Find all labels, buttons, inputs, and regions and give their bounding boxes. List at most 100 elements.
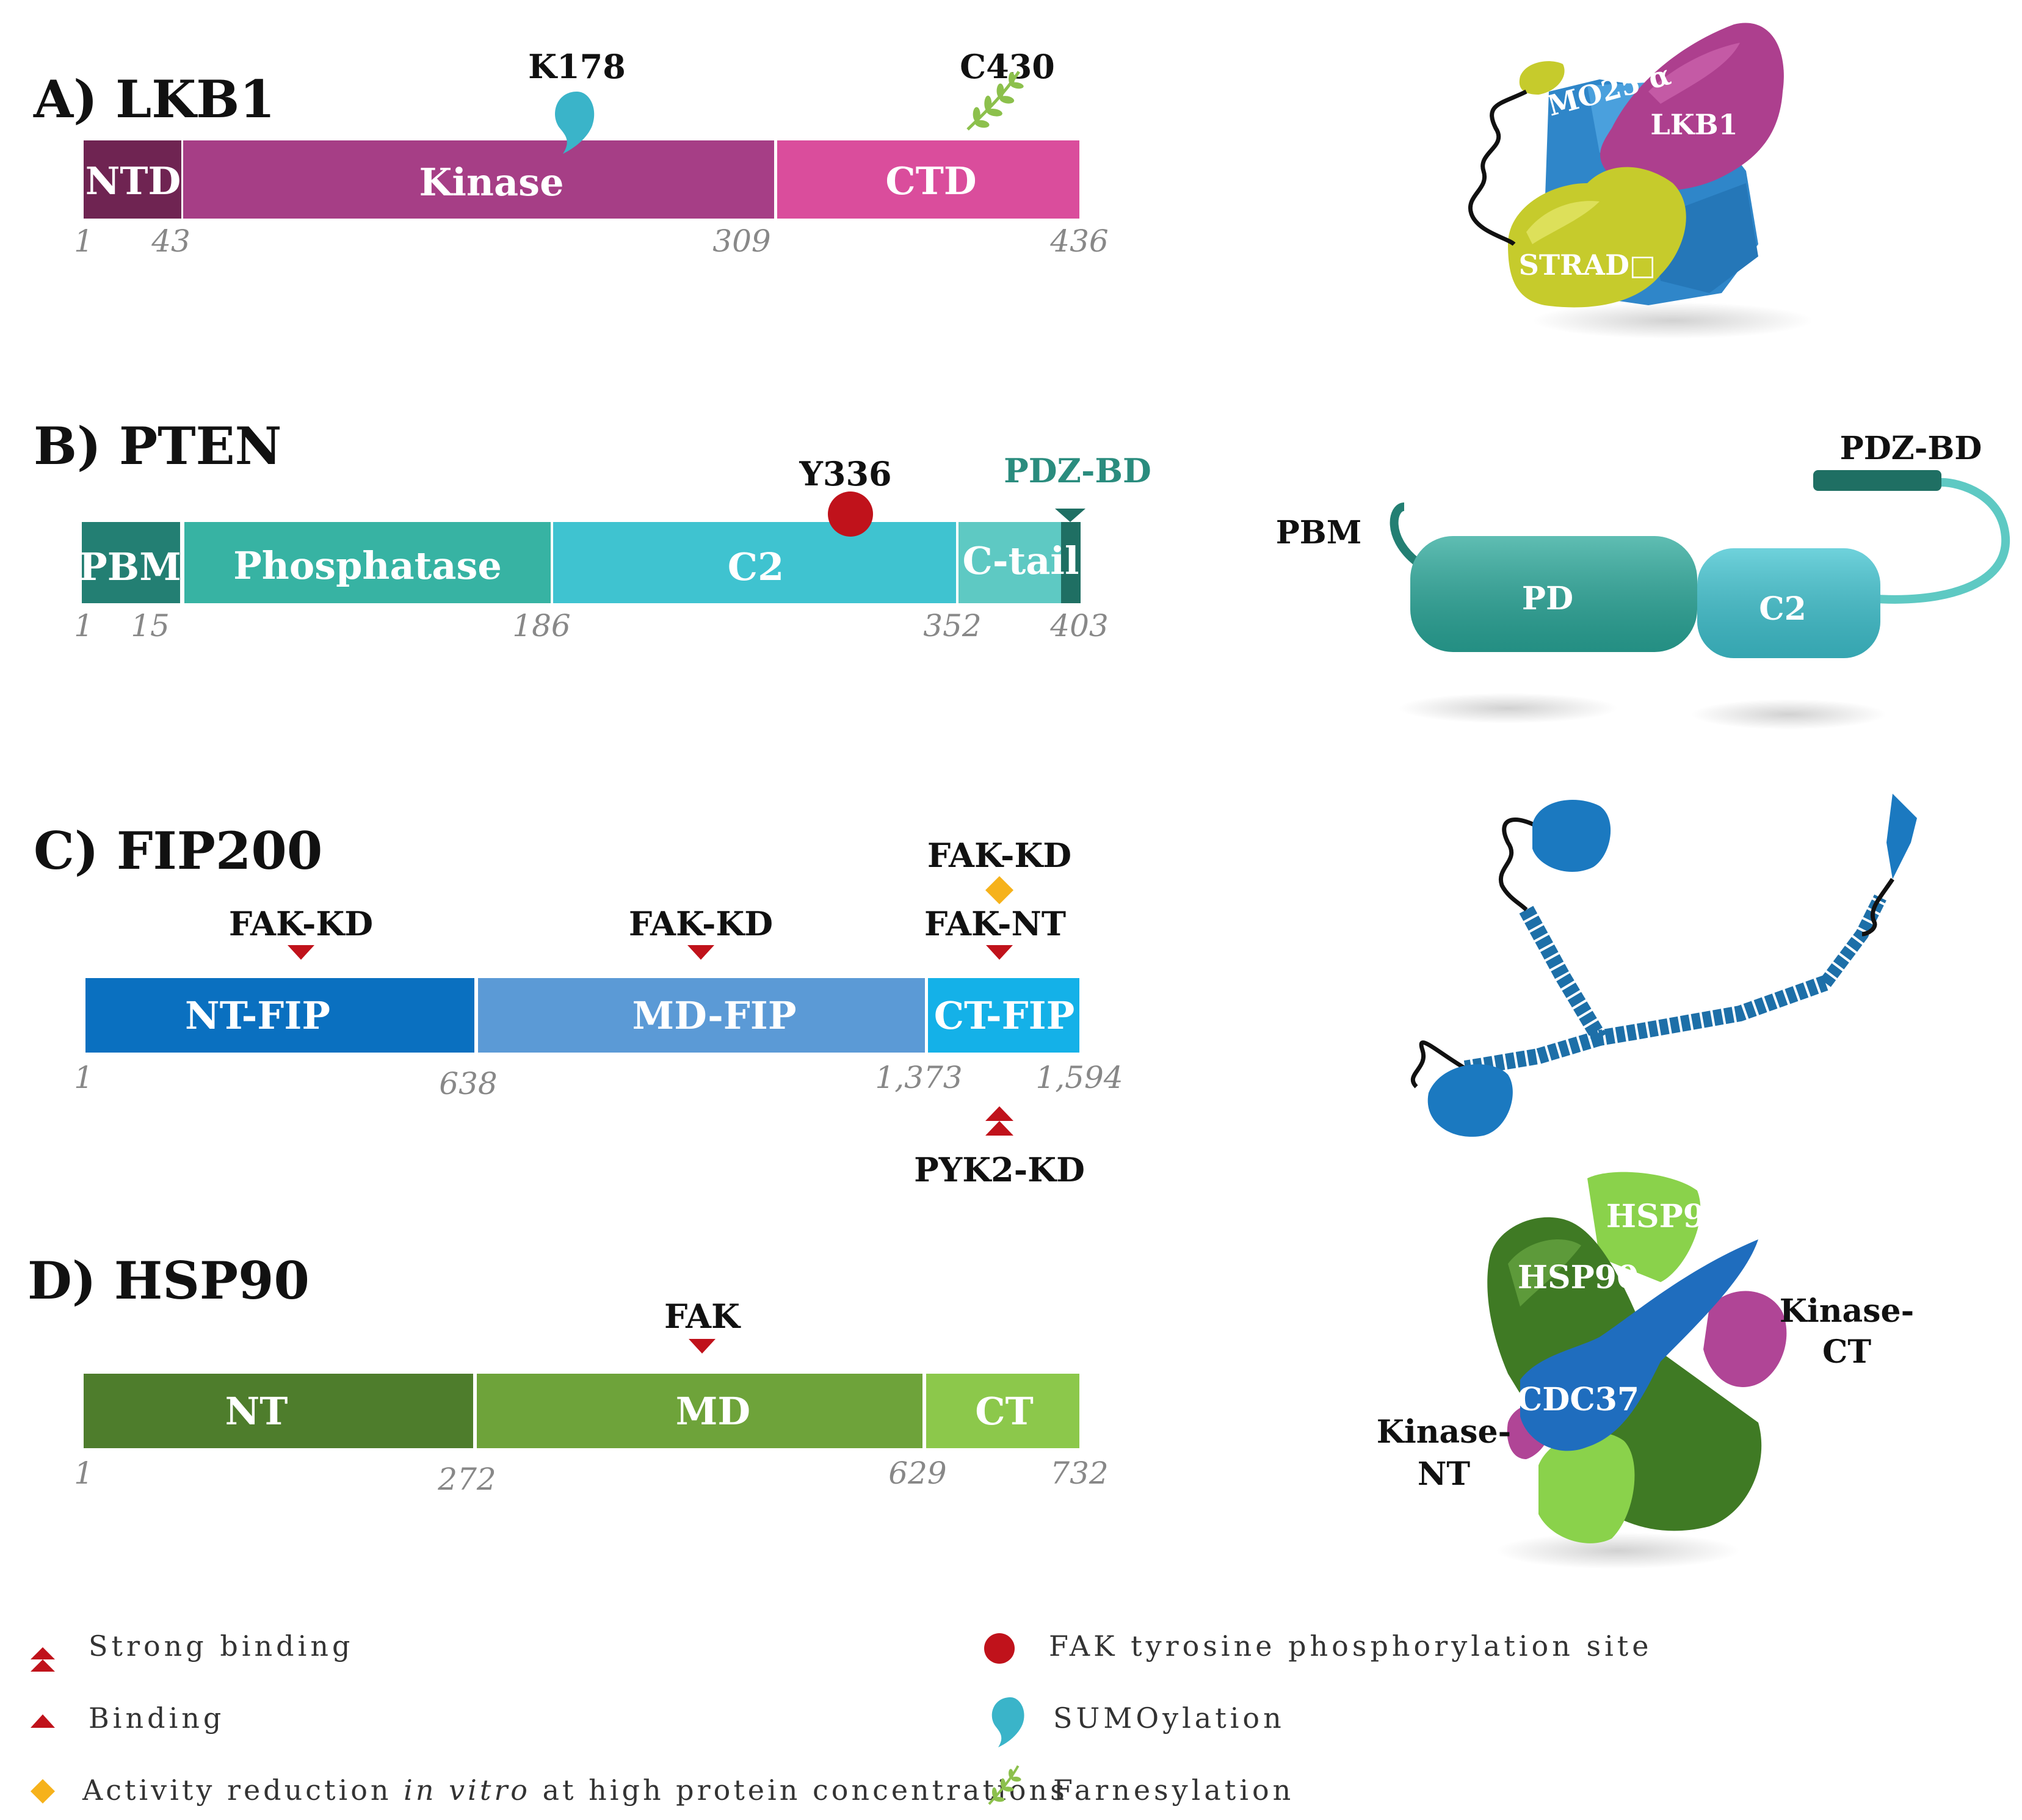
farnesyl-fern-icon <box>966 70 1024 131</box>
hsp90-tick-1: 1 <box>74 1456 93 1491</box>
pten-c2-structure-label: C2 <box>1759 590 1806 628</box>
lkb1-tick-43: 43 <box>151 223 190 259</box>
fip200-linker-1 <box>1498 818 1546 912</box>
pten-tick-1: 1 <box>74 608 93 644</box>
panel-hsp90-title: D) HSP90 <box>27 1250 310 1311</box>
fip200-linker-3 <box>1410 1040 1466 1089</box>
hsp90-nt-domain <box>84 1374 473 1448</box>
lkb1-c430-label: C430 <box>960 47 1055 86</box>
pten-structure: PBM PDZ-BD PD C2 <box>1276 430 2010 730</box>
panel-lkb1-title: A) LKB1 <box>33 69 275 129</box>
legend-strong-binding-icon <box>31 1647 55 1672</box>
legend-sumoylation-icon <box>991 1697 1024 1747</box>
legend-farnesylation-icon <box>988 1765 1021 1805</box>
panel-pten: B) PTEN PBM Phosphatase C2 C-tail 1 15 1… <box>34 416 2010 730</box>
hsp90-structure-label-1: HSP90 <box>1606 1198 1727 1235</box>
fip200-head-2 <box>1886 794 1917 879</box>
fip200-tick-1373: 1,373 <box>875 1060 962 1095</box>
panel-lkb1: A) LKB1 NTD Kinase CTD 1 43 309 436 K178… <box>33 23 1813 339</box>
pdzbd-pointer-icon <box>1055 509 1085 522</box>
fip200-head-1 <box>1532 800 1611 872</box>
fip200-nt-fakkd-label: FAK-KD <box>229 904 373 943</box>
fip200-head-3 <box>1427 1064 1513 1137</box>
kinase-ct-label-1: Kinase- <box>1780 1292 1914 1330</box>
panel-hsp90: D) HSP90 NT MD CT 1 272 629 732 FAK HSP9… <box>27 1172 1914 1569</box>
fip200-linker-2 <box>1861 878 1894 937</box>
hsp90-light-top <box>1587 1172 1701 1282</box>
fip200-nt-label: NT-FIP <box>185 993 330 1038</box>
legend-binding-icon <box>31 1714 55 1728</box>
hsp90-tick-629: 629 <box>888 1456 946 1491</box>
fip200-md-fakkd-label: FAK-KD <box>629 904 773 943</box>
binding-marker-icon <box>687 945 714 960</box>
legend-strong-binding-label: Strong binding <box>89 1630 353 1662</box>
panel-fip200-title: C) FIP200 <box>34 821 322 881</box>
hsp90-structure-label-2: HSP90 <box>1518 1259 1639 1296</box>
pten-pdz-bar <box>1813 470 1941 491</box>
strong-binding-marker-icon <box>985 1106 1013 1136</box>
pten-ctail-domain <box>958 522 1061 603</box>
hsp90-ct-domain <box>926 1374 1079 1448</box>
lkb1-ctd-domain <box>777 140 1079 219</box>
kinase-ct-shape <box>1703 1291 1787 1387</box>
lkb1-kinase-domain <box>183 140 774 219</box>
binding-marker-icon <box>986 945 1013 960</box>
hsp90-md-label: MD <box>676 1389 750 1434</box>
pten-pdzbd-segment <box>1061 522 1081 603</box>
legend-farnesylation-label: Farnesylation <box>1053 1774 1294 1807</box>
binding-marker-icon <box>288 945 314 960</box>
pten-tick-352: 352 <box>923 608 981 644</box>
pten-pd-structure-label: PD <box>1522 580 1573 617</box>
lkb1-subunit-shape <box>1600 23 1784 191</box>
panel-pten-title: B) PTEN <box>34 416 281 476</box>
legend-phosphorylation-icon <box>984 1633 1015 1664</box>
fip200-ct-domain <box>928 978 1079 1053</box>
kinase-ct-label-2: CT <box>1822 1333 1871 1371</box>
lkb1-linker <box>1468 89 1527 246</box>
fip200-ct-fakkd-label: FAK-KD <box>927 836 1071 875</box>
hsp90-tick-272: 272 <box>437 1462 496 1497</box>
strad-label: STRAD□ <box>1519 248 1656 281</box>
pten-c2-domain <box>553 522 956 603</box>
pten-tick-186: 186 <box>512 608 570 644</box>
fip200-nt-domain <box>85 978 474 1053</box>
fip200-ct-faknt-label: FAK-NT <box>924 904 1066 943</box>
pten-pdzbd-label: PDZ-BD <box>1004 451 1151 490</box>
pten-pbm-linker <box>1390 502 1419 565</box>
lkb1-tick-309: 309 <box>712 223 770 259</box>
hsp90-md-domain <box>477 1374 922 1448</box>
cdc37-structure-label: CDC37 <box>1517 1381 1639 1418</box>
hsp90-complex-structure: HSP90 HSP90 CDC37 Kinase- CT Kinase- NT <box>1377 1172 1914 1569</box>
lkb1-tick-1: 1 <box>74 223 93 259</box>
lkb1-ntd-domain <box>84 140 181 219</box>
pten-phosphatase-label: Phosphatase <box>233 543 502 588</box>
fip200-ct-label: CT-FIP <box>934 993 1075 1038</box>
pten-pdz-structure-label: PDZ-BD <box>1840 430 1982 467</box>
lkb1-ctd-label: CTD <box>885 159 976 203</box>
pten-c2-label: C2 <box>728 545 785 589</box>
pten-pbm-domain <box>82 522 180 603</box>
pten-tick-15: 15 <box>131 608 170 644</box>
mo25-cap-shape <box>1519 61 1565 95</box>
legend: Strong binding Binding Activity reductio… <box>31 1630 1649 1807</box>
lkb1-structure-label: LKB1 <box>1650 108 1738 141</box>
strad-subunit-shape <box>1508 167 1686 308</box>
lkb1-complex-structure: MO25 α LKB1 STRAD□ <box>1468 23 1813 339</box>
pten-ctail-linker <box>1868 478 2010 604</box>
pten-y336-label: Y336 <box>799 454 891 493</box>
pten-phosphatase-domain <box>184 522 551 603</box>
fip200-structure <box>1410 794 1917 1137</box>
lkb1-kinase-label: Kinase <box>419 160 563 205</box>
kinase-nt-label-2: NT <box>1418 1456 1471 1493</box>
lkb1-ntd-label: NTD <box>85 159 181 203</box>
hsp90-light-bottom <box>1538 1432 1635 1543</box>
activity-reduction-diamond-icon <box>985 876 1013 904</box>
pten-pbm-label: PBM <box>79 545 181 589</box>
legend-activity-reduction-icon <box>31 1779 55 1804</box>
legend-sumoylation-label: SUMOylation <box>1053 1702 1285 1735</box>
pten-tick-403: 403 <box>1049 608 1108 644</box>
fip200-md-label: MD-FIP <box>632 993 797 1038</box>
binding-marker-icon <box>689 1339 716 1354</box>
pten-pbm-structure-label: PBM <box>1276 514 1362 551</box>
hsp90-nt-label: NT <box>225 1389 288 1434</box>
